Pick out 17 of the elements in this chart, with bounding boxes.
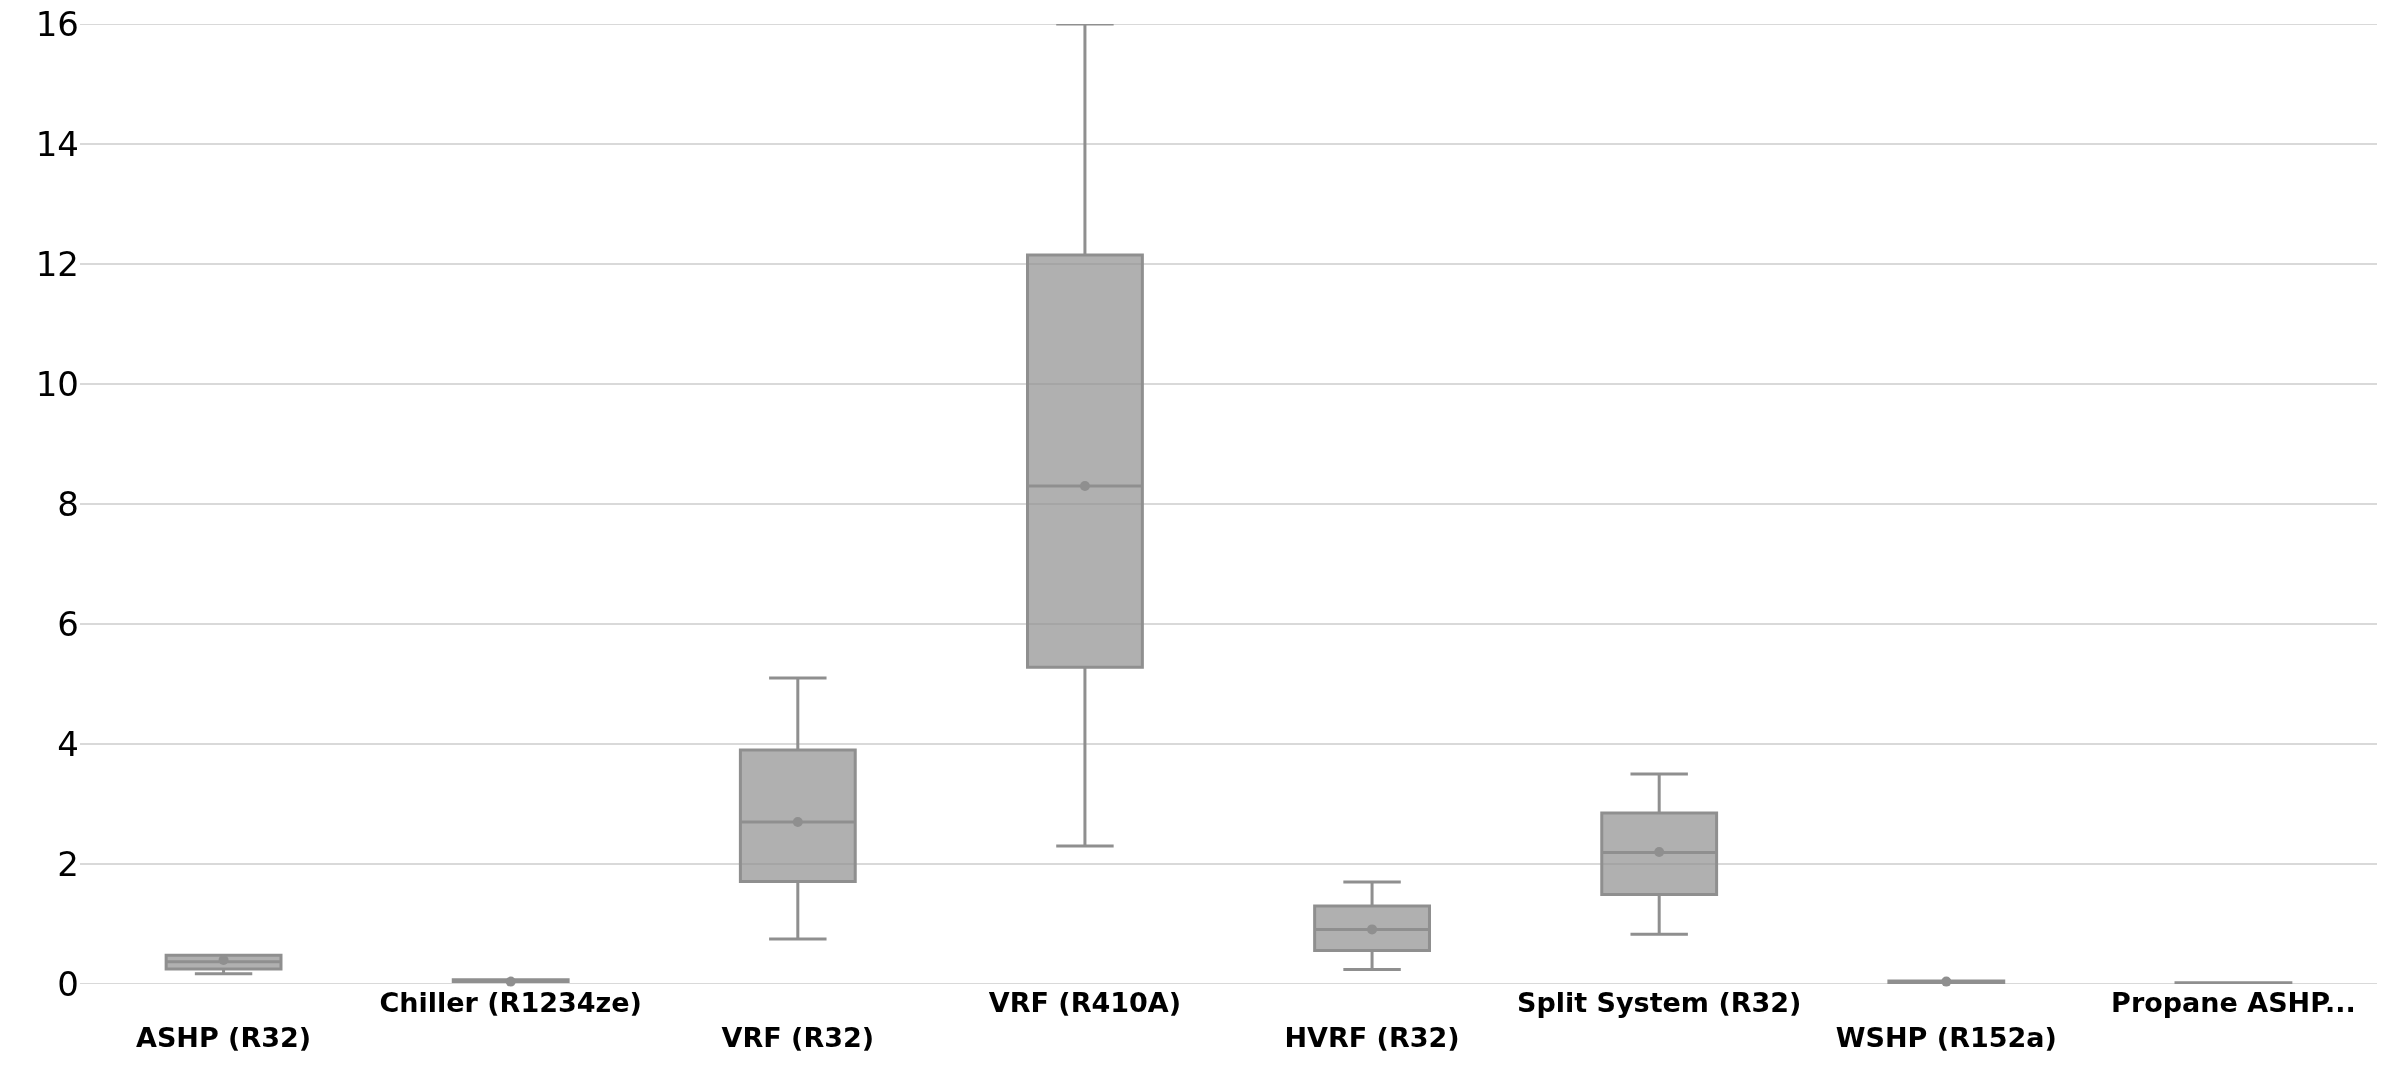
y-tick-label: 4 xyxy=(57,723,79,764)
x-tick-label: ASHP (R32) xyxy=(135,1022,312,1054)
x-tick-label: VRF (R32) xyxy=(721,1022,875,1054)
y-tick-label: 8 xyxy=(57,483,79,524)
y-tick-label: 14 xyxy=(35,123,79,164)
x-tick-label: Split System (R32) xyxy=(1516,987,1802,1018)
x-tick-label: HVRF (R32) xyxy=(1284,1022,1460,1054)
y-tick-label: 2 xyxy=(57,843,79,884)
y-tick-label: 6 xyxy=(57,603,79,644)
x-tick-label: WSHP (R152a) xyxy=(1835,1022,2057,1054)
y-tick-label: 12 xyxy=(35,243,79,284)
x-tick-label: VRF (R410A) xyxy=(988,987,1182,1018)
y-tick-label: 10 xyxy=(35,363,79,404)
x-tick-label: Propane ASHP... xyxy=(2111,987,2356,1018)
y-tick-label: 0 xyxy=(57,963,79,1004)
x-tick-label: Chiller (R1234ze) xyxy=(379,987,642,1018)
y-tick-label: 16 xyxy=(35,3,79,44)
